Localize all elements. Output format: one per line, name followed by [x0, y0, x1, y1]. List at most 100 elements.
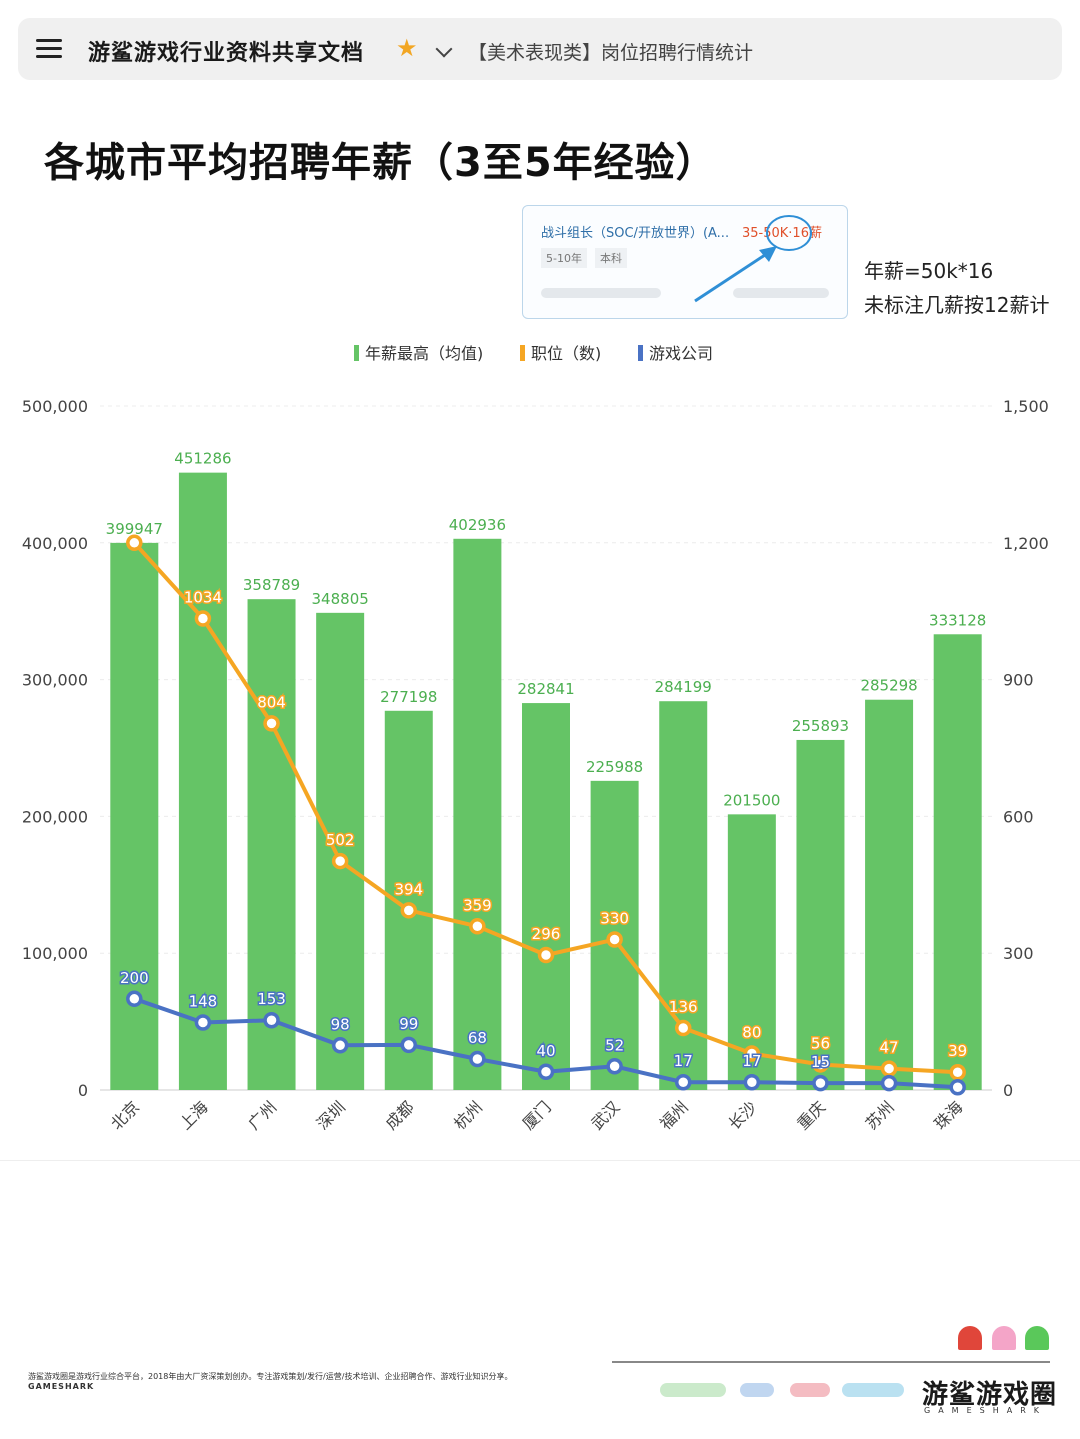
point-value-label: 52: [605, 1036, 624, 1054]
y-axis-right-tick: 1,500: [1003, 397, 1049, 416]
job-salary: 35-50K·16薪: [742, 226, 822, 241]
data-point: [263, 1011, 280, 1029]
bar: [522, 703, 570, 1090]
bar: [453, 538, 502, 1090]
point-value-label: 40: [536, 1042, 555, 1060]
page-tab[interactable]: 【美术表现类】岗位招聘行情统计: [468, 42, 754, 64]
salary-note: 未标注几薪按12薪计: [864, 293, 1050, 317]
bar-value-label: 399947: [106, 520, 163, 538]
bar-value-label: 225988: [586, 758, 643, 776]
point-value-label: 15: [811, 1053, 830, 1071]
bar-value-label: 277198: [380, 688, 437, 706]
bar-value-label: 348805: [312, 590, 369, 608]
bar-value-label: 282841: [517, 680, 574, 698]
data-point: [674, 1073, 692, 1091]
data-point: [400, 1036, 418, 1054]
data-point: [880, 1074, 898, 1092]
point-value-label: 80: [742, 1024, 761, 1042]
point-value-label: 153: [257, 990, 286, 1008]
data-point: [469, 1050, 486, 1068]
top-bar: 游鲨游戏行业资料共享文档 ★ 【美术表现类】岗位招聘行情统计: [18, 18, 1062, 80]
legend-item-companies: 游戏公司: [638, 340, 713, 364]
menu-icon[interactable]: [36, 37, 62, 61]
data-point: [331, 852, 349, 870]
combo-chart: 0 100,000 200,000 300,000 400,000 500,000 0 300…: [22, 397, 1049, 1133]
bar: [796, 739, 845, 1090]
bar-value-label: 402936: [449, 516, 506, 534]
y-axis-right-tick: 300: [1003, 944, 1034, 963]
bar-value-label: 358789: [243, 576, 300, 594]
y-axis-right-tick: 900: [1003, 671, 1034, 690]
y-axis-right-tick: 0: [1003, 1081, 1013, 1100]
data-point: [743, 1045, 761, 1062]
point-value-label: 17: [674, 1052, 693, 1070]
data-point: [126, 990, 143, 1008]
y-axis-left-tick: 500,000: [22, 397, 88, 416]
data-point: [537, 946, 555, 964]
y-axis-left-tick: 400,000: [22, 534, 88, 553]
point-value-label: 148: [189, 993, 218, 1011]
data-point: [674, 1019, 692, 1037]
legend-item-salary: 年薪最高（均值): [354, 340, 483, 364]
data-point: [949, 1079, 966, 1096]
point-value-label: 47: [880, 1039, 899, 1057]
bar-value-label: 201500: [723, 791, 780, 809]
footer-description: 游鲨游戏圈是游戏行业综合平台，2018年由大厂资深策划创办。专注游戏策划/发行/…: [28, 1372, 513, 1381]
y-axis-right-tick: 1,200: [1003, 534, 1049, 553]
bar: [933, 634, 982, 1090]
partner-logo: [790, 1383, 830, 1397]
bar: [727, 814, 776, 1090]
app-title: 游鲨游戏行业资料共享文档: [88, 41, 365, 66]
bar: [110, 542, 159, 1090]
point-value-label: 99: [399, 1015, 418, 1033]
data-point: [331, 1037, 349, 1054]
point-value-label: 200: [120, 969, 149, 987]
x-axis-tick: 杭州: [450, 1097, 486, 1133]
x-axis-tick: 武汉: [587, 1097, 623, 1133]
x-axis-tick: 深圳: [313, 1097, 349, 1133]
point-value-label: 502: [326, 831, 355, 849]
blurred-info: [733, 288, 829, 298]
blurred-info: [541, 288, 661, 298]
x-axis-tick: 苏州: [862, 1097, 898, 1133]
point-value-label: 1034: [184, 588, 222, 606]
point-value-label: 39: [948, 1042, 967, 1060]
point-value-label: 98: [331, 1015, 350, 1033]
y-axis-left-tick: 0: [78, 1081, 88, 1100]
brand-logo-sub: GAMESHARK: [924, 1406, 1047, 1415]
bar: [316, 612, 365, 1090]
x-axis-tick: 厦门: [519, 1097, 555, 1133]
bar: [865, 699, 914, 1090]
point-value-label: 359: [463, 896, 492, 914]
bar: [178, 472, 227, 1090]
partner-logo: [660, 1383, 726, 1397]
data-point: [126, 534, 143, 552]
data-point: [469, 918, 486, 935]
page-title: 各城市平均招聘年薪（3至5年经验）: [44, 140, 717, 186]
data-point: [194, 610, 212, 627]
bar-value-label: 451286: [174, 450, 231, 468]
x-axis-tick: 珠海: [930, 1097, 966, 1133]
legend-item-jobs: 职位（数): [520, 340, 601, 364]
data-point: [949, 1063, 966, 1081]
ghost-icon: [992, 1326, 1016, 1350]
ghost-icon: [1025, 1326, 1049, 1350]
annotation-overlay: [694, 215, 812, 303]
y-axis-left-tick: 100,000: [22, 944, 88, 963]
x-axis-tick: 重庆: [793, 1097, 829, 1133]
data-point: [537, 1063, 555, 1081]
chevron-down-icon[interactable]: [435, 40, 453, 58]
point-value-label: 17: [742, 1052, 761, 1070]
y-axis-left-tick: 200,000: [22, 807, 88, 826]
point-value-label: 296: [532, 925, 561, 943]
star-icon[interactable]: ★: [396, 34, 418, 62]
divider: [0, 1160, 1080, 1161]
salary-note: 年薪=50k*16: [864, 259, 994, 283]
y-axis-left-tick: 300,000: [22, 671, 88, 690]
y-axis-right-tick: 600: [1003, 807, 1034, 826]
data-point: [880, 1060, 898, 1077]
point-value-label: 330: [600, 910, 629, 928]
data-point: [194, 1014, 212, 1031]
x-axis-tick: 北京: [107, 1097, 143, 1133]
x-axis-tick: 福州: [656, 1097, 692, 1133]
